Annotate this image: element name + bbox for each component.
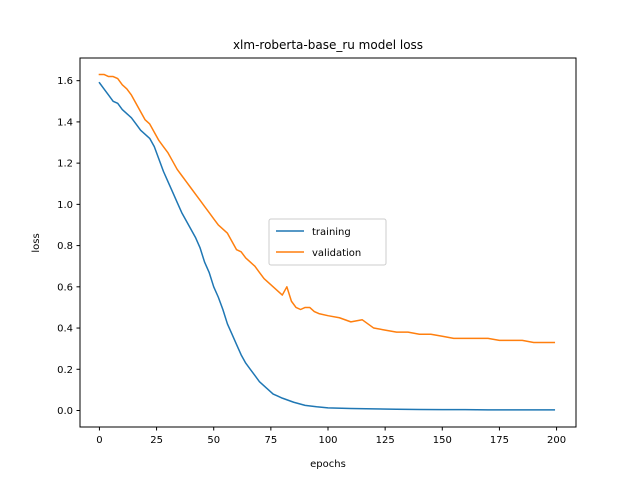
legend: training validation xyxy=(268,218,387,266)
x-tick-label: 175 xyxy=(490,435,509,446)
x-tick-label: 0 xyxy=(96,435,102,446)
y-tick-label: 1.2 xyxy=(57,159,73,170)
series-layer xyxy=(98,73,556,411)
x-axis-label: epochs xyxy=(310,459,346,470)
y-tick-label: 1.0 xyxy=(57,200,73,211)
x-tick-label: 75 xyxy=(264,435,277,446)
y-tick-label: 0.4 xyxy=(57,324,73,335)
y-tick-label: 0.8 xyxy=(57,241,73,252)
x-tick-label: 125 xyxy=(376,435,395,446)
x-tick-label: 100 xyxy=(318,435,337,446)
y-axis: 0.0 0.2 0.4 0.6 0.8 1.0 1.2 1.4 1.6 xyxy=(57,76,80,417)
x-tick-label: 50 xyxy=(207,435,220,446)
x-axis: 0 25 50 75 100 125 150 175 200 xyxy=(96,427,566,446)
x-tick-label: 25 xyxy=(150,435,163,446)
chart-title: xlm-roberta-base_ru model loss xyxy=(233,38,423,52)
y-tick-label: 1.4 xyxy=(57,117,73,128)
x-tick-label: 150 xyxy=(433,435,452,446)
y-axis-label: loss xyxy=(31,233,42,252)
y-tick-label: 1.6 xyxy=(57,76,73,87)
x-tick-label: 200 xyxy=(547,435,566,446)
series-line-validation xyxy=(98,73,556,344)
series-line-training xyxy=(98,81,556,411)
y-tick-label: 0.0 xyxy=(57,406,73,417)
y-tick-label: 0.6 xyxy=(57,282,73,293)
legend-label-validation: validation xyxy=(312,248,361,259)
legend-label-training: training xyxy=(312,227,351,238)
y-tick-label: 0.2 xyxy=(57,365,73,376)
